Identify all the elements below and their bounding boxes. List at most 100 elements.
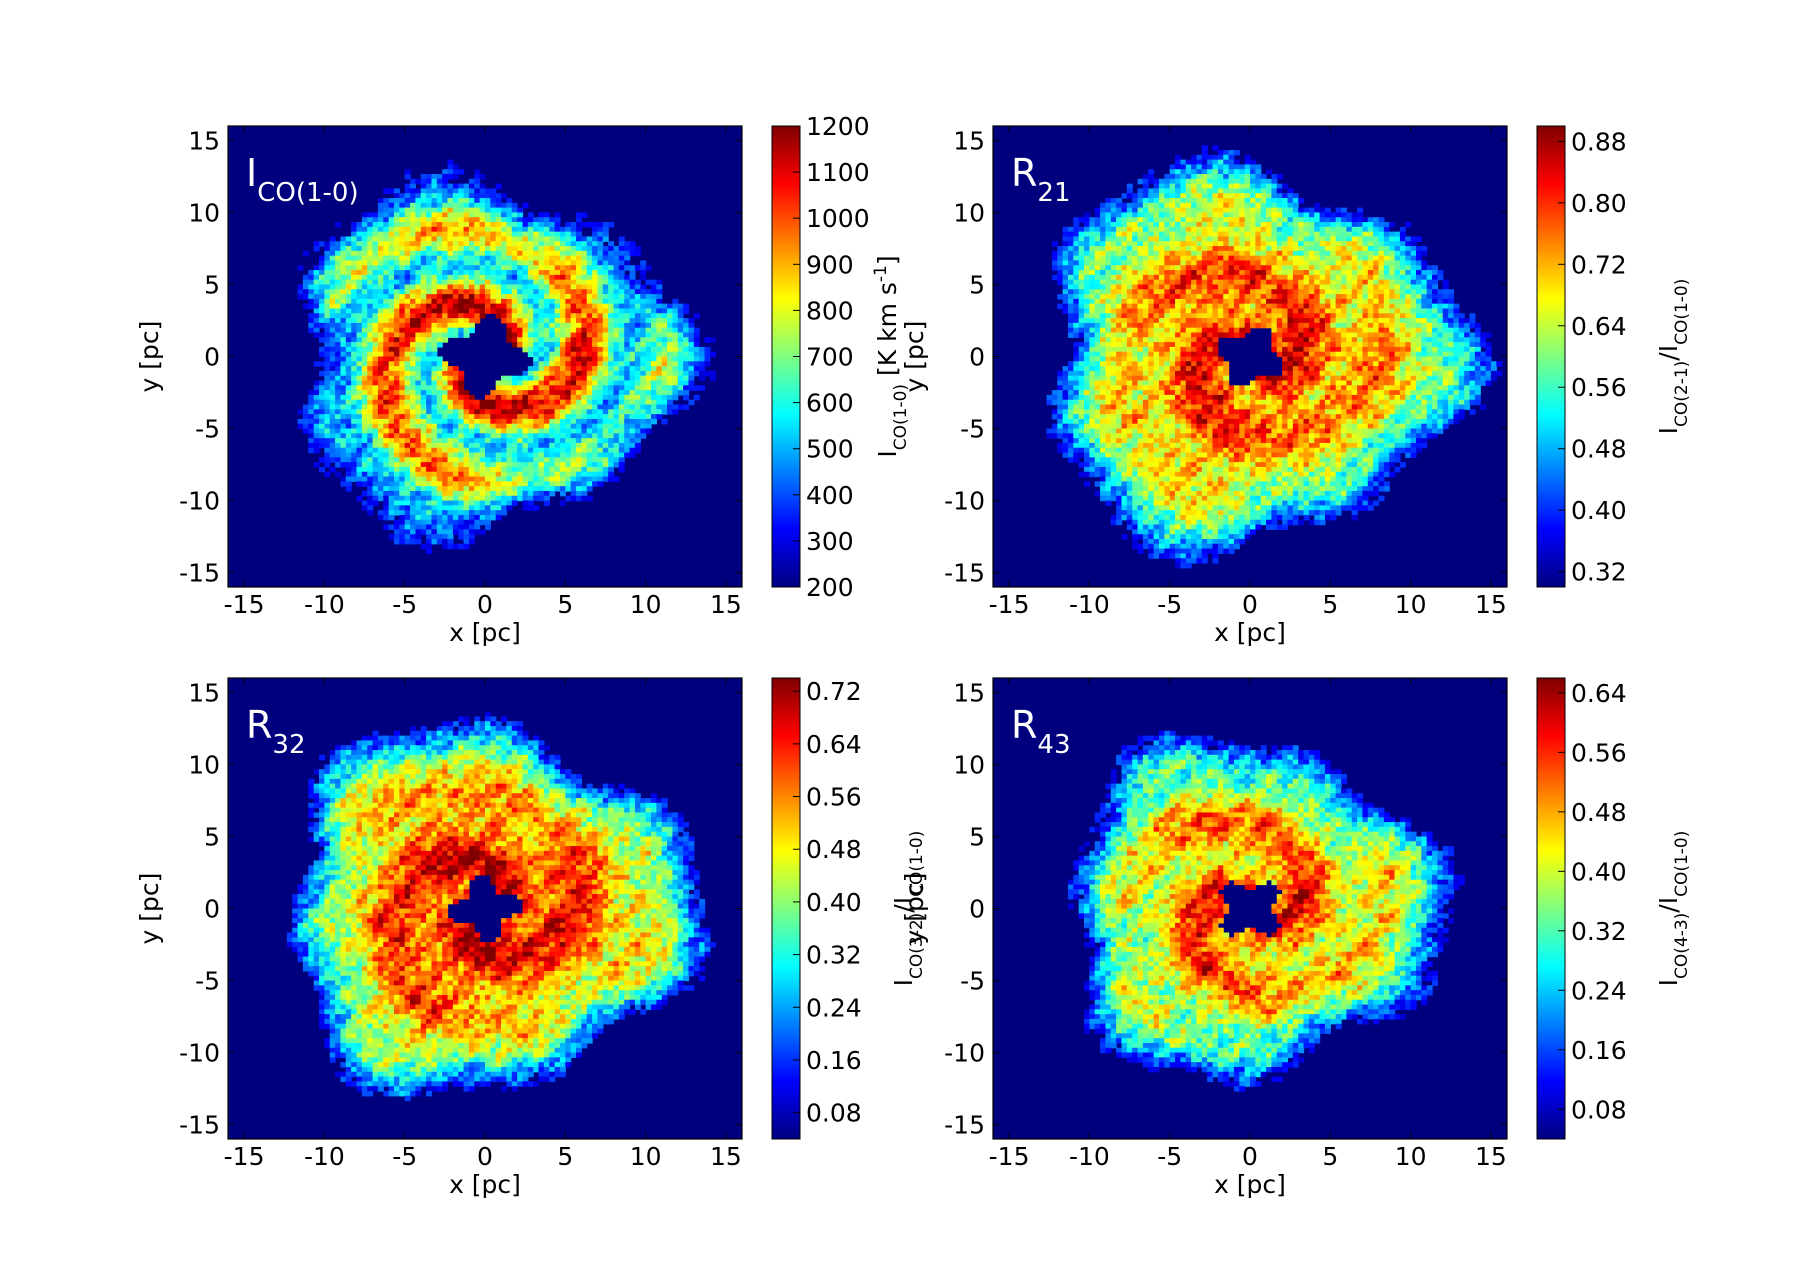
heatmap-cell bbox=[592, 390, 599, 396]
heatmap-cell bbox=[415, 519, 422, 526]
heatmap-cell bbox=[517, 332, 524, 338]
heatmap-cell bbox=[1217, 164, 1224, 170]
heatmap-cell bbox=[559, 236, 566, 242]
heatmap-cell bbox=[1121, 207, 1128, 214]
heatmap-cell bbox=[377, 198, 384, 204]
heatmap-cell bbox=[426, 500, 433, 506]
heatmap-cell bbox=[704, 351, 711, 358]
heatmap-cell bbox=[586, 342, 593, 348]
heatmap-cell bbox=[1244, 236, 1251, 242]
heatmap-cell bbox=[431, 366, 438, 372]
heatmap-cell bbox=[602, 385, 609, 391]
heatmap-cell bbox=[1308, 207, 1315, 214]
heatmap-cell bbox=[351, 332, 358, 338]
heatmap-cell bbox=[506, 207, 513, 214]
heatmap-cell bbox=[522, 394, 529, 401]
heatmap-cell bbox=[1121, 250, 1128, 257]
heatmap-cell bbox=[1255, 246, 1262, 252]
heatmap-cell bbox=[1175, 178, 1181, 185]
heatmap-cell bbox=[442, 500, 449, 506]
heatmap-cell bbox=[404, 308, 411, 314]
heatmap-cell bbox=[511, 476, 518, 482]
heatmap-cell bbox=[640, 375, 647, 382]
heatmap-cell bbox=[361, 356, 368, 362]
heatmap-cell bbox=[1351, 250, 1358, 257]
heatmap-cell bbox=[383, 241, 390, 247]
heatmap-cell bbox=[372, 289, 379, 295]
heatmap-cell bbox=[388, 236, 395, 242]
heatmap-cell bbox=[592, 303, 599, 310]
heatmap-cell bbox=[335, 442, 342, 449]
heatmap-cell bbox=[468, 188, 475, 194]
heatmap-cell bbox=[618, 279, 625, 286]
heatmap-cell bbox=[1308, 231, 1315, 238]
heatmap-cell bbox=[431, 342, 438, 348]
heatmap-cell bbox=[602, 414, 609, 420]
heatmap-cell bbox=[410, 495, 416, 502]
heatmap-cell bbox=[490, 198, 497, 204]
heatmap-cell bbox=[485, 188, 491, 194]
heatmap-cell bbox=[597, 327, 604, 334]
heatmap-cell bbox=[319, 423, 325, 430]
heatmap-cell bbox=[527, 370, 534, 377]
heatmap-cell bbox=[1367, 241, 1374, 247]
heatmap-cell bbox=[581, 284, 588, 290]
heatmap-cell bbox=[393, 481, 400, 487]
heatmap-cell bbox=[538, 476, 545, 482]
heatmap-cell bbox=[1169, 178, 1176, 185]
heatmap-cell bbox=[1110, 212, 1117, 218]
heatmap-cell bbox=[565, 423, 572, 430]
heatmap-cell bbox=[1217, 250, 1224, 257]
heatmap-cell bbox=[404, 534, 411, 540]
heatmap-cell bbox=[351, 294, 358, 300]
heatmap-cell bbox=[592, 308, 599, 314]
heatmap-cell bbox=[570, 438, 577, 444]
heatmap-cell bbox=[1276, 250, 1283, 257]
heatmap-cell bbox=[372, 409, 379, 415]
heatmap-cell bbox=[533, 342, 540, 348]
heatmap-cell bbox=[399, 260, 406, 266]
heatmap-cell bbox=[431, 178, 438, 185]
heatmap-cell bbox=[442, 212, 449, 218]
heatmap-cell bbox=[356, 366, 363, 372]
heatmap-cell bbox=[1094, 217, 1101, 223]
heatmap-cell bbox=[1078, 217, 1085, 223]
heatmap-cell bbox=[586, 222, 593, 228]
heatmap-cell bbox=[543, 226, 550, 233]
heatmap-cell bbox=[415, 457, 422, 463]
heatmap-cell bbox=[581, 246, 588, 252]
heatmap-cell bbox=[452, 250, 459, 257]
heatmap-cell bbox=[367, 390, 374, 396]
heatmap-cell bbox=[538, 255, 545, 262]
heatmap-cell bbox=[426, 519, 433, 526]
heatmap-cell bbox=[688, 361, 695, 367]
heatmap-cell bbox=[490, 409, 497, 415]
heatmap-cell bbox=[656, 313, 663, 319]
heatmap-cell bbox=[506, 332, 513, 338]
heatmap-cell bbox=[667, 303, 673, 310]
heatmap-cell bbox=[415, 500, 422, 506]
heatmap-cell bbox=[565, 390, 572, 396]
heatmap-cell bbox=[377, 399, 384, 406]
heatmap-cell bbox=[1100, 222, 1107, 228]
heatmap-cell bbox=[629, 241, 636, 247]
heatmap-cell bbox=[404, 351, 411, 358]
heatmap-cell bbox=[490, 274, 497, 281]
heatmap-cell bbox=[351, 346, 358, 353]
heatmap-cell bbox=[345, 303, 352, 310]
heatmap-cell bbox=[602, 274, 609, 281]
heatmap-cell bbox=[640, 370, 647, 377]
heatmap-cell bbox=[356, 351, 363, 358]
heatmap-cell bbox=[1175, 255, 1181, 262]
heatmap-cell bbox=[1357, 207, 1364, 214]
heatmap-cell bbox=[1341, 236, 1347, 242]
heatmap-cell bbox=[393, 236, 400, 242]
heatmap-cell bbox=[495, 246, 502, 252]
heatmap-cell bbox=[554, 260, 561, 266]
heatmap-cell bbox=[345, 394, 352, 401]
heatmap-cell bbox=[468, 212, 475, 218]
heatmap-cell bbox=[618, 265, 625, 271]
heatmap-cell bbox=[463, 222, 470, 228]
heatmap-cell bbox=[436, 514, 443, 521]
heatmap-cell bbox=[672, 322, 679, 329]
